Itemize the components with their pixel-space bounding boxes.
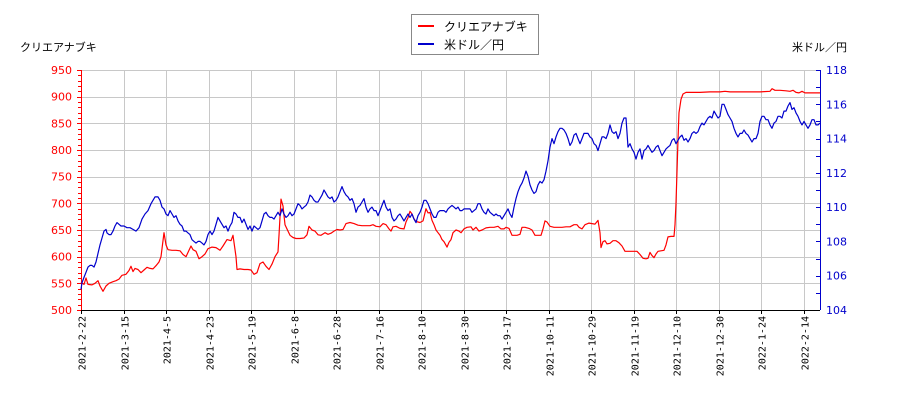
right-axis-tick-label: 104 <box>826 304 847 317</box>
left-axis-tick-label: 850 <box>51 117 72 130</box>
x-tick-label: 2022-2-14 <box>801 316 812 370</box>
legend-label-usdjpy: 米ドル／円 <box>444 37 505 52</box>
right-axis-tick-label: 112 <box>826 167 847 180</box>
x-tick-label: 2021-10-11 <box>546 316 557 376</box>
series-lines <box>80 88 821 292</box>
legend-item-stock: クリエアナブキ <box>418 18 528 34</box>
x-tick-label: 2021-8-30 <box>461 316 472 370</box>
left-axis-tick-label: 800 <box>51 144 72 157</box>
left-axis-tick-label: 700 <box>51 197 72 210</box>
left-axis-tick-label: 550 <box>51 277 72 290</box>
left-axis-tick-label: 900 <box>51 91 72 104</box>
x-tick-label: 2021-6-28 <box>333 316 344 370</box>
left-axis-title: クリエアナブキ <box>20 41 97 54</box>
legend-swatch-blue <box>418 43 434 45</box>
x-tick-label: 2021-5-19 <box>248 316 259 370</box>
grid-lines <box>81 70 820 310</box>
x-tick-label: 2021-3-15 <box>121 316 132 370</box>
axes: 2021-2-22 2021-3-15 2021-4-5 2021-4-23 2021-… <box>51 64 847 376</box>
right-axis-tick-label: 114 <box>826 133 847 146</box>
right-axis-tick-label: 116 <box>826 98 847 111</box>
x-tick-label: 2021-2-22 <box>78 316 89 370</box>
left-axis-tick-label: 650 <box>51 224 72 237</box>
legend-label-stock: クリエアナブキ <box>444 19 528 34</box>
left-axis-tick-label: 500 <box>51 304 72 317</box>
x-tick-label: 2021-4-23 <box>206 316 217 370</box>
x-tick-label: 2021-11-19 <box>631 316 642 376</box>
x-tick-label: 2021-8-10 <box>418 316 429 370</box>
chart-legend: クリエアナブキ 米ドル／円 <box>411 14 539 55</box>
x-tick-label: 2021-7-16 <box>376 316 387 370</box>
x-tick-label: 2021-6-8 <box>291 316 302 364</box>
right-axis-tick-label: 118 <box>826 64 847 77</box>
legend-item-usdjpy: 米ドル／円 <box>418 36 504 52</box>
usdjpy-line <box>80 102 821 290</box>
x-tick-label: 2021-12-10 <box>673 316 684 376</box>
x-tick-label: 2021-4-5 <box>163 316 174 364</box>
x-tick-label: 2021-9-17 <box>503 316 514 370</box>
left-axis-tick-label: 600 <box>51 251 72 264</box>
right-axis-tick-label: 108 <box>826 235 847 248</box>
left-axis-tick-label: 950 <box>51 64 72 77</box>
left-axis-tick-label: 750 <box>51 171 72 184</box>
right-axis-title: 米ドル／円 <box>792 41 847 54</box>
x-tick-label: 2021-10-29 <box>588 316 599 376</box>
right-axis-tick-label: 110 <box>826 201 847 214</box>
legend-swatch-red <box>418 25 434 27</box>
stock-price-line <box>80 88 820 292</box>
x-tick-label: 2022-1-24 <box>758 316 769 370</box>
right-axis-tick-label: 106 <box>826 270 847 283</box>
x-tick-label: 2021-12-30 <box>716 316 727 376</box>
